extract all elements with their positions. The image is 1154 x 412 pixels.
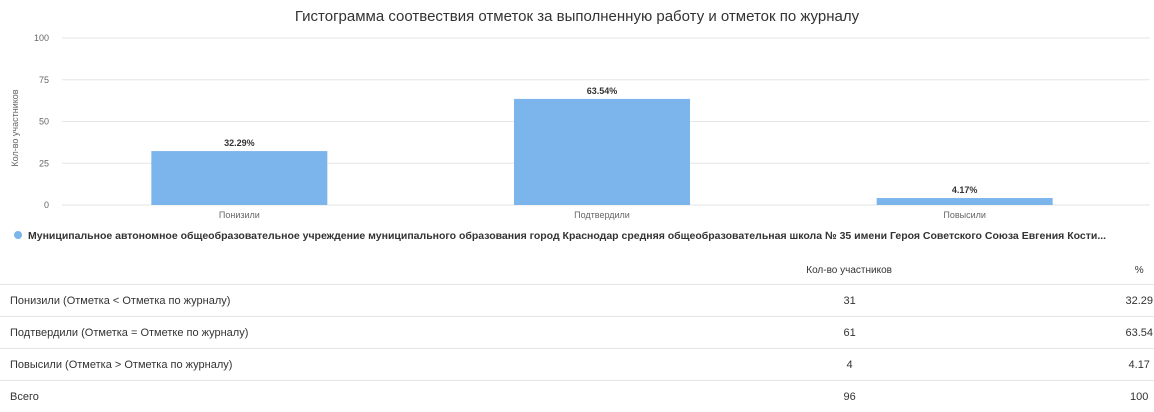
bar[interactable] — [514, 99, 690, 205]
summary-table: Кол-во участников % Понизили (Отметка < … — [0, 256, 1154, 412]
bars — [151, 99, 1052, 205]
header-count: Кол-во участников — [575, 256, 1125, 285]
row-count: 96 — [575, 381, 1125, 412]
legend[interactable]: Муниципальное автономное общеобразовател… — [14, 230, 1149, 246]
table-header-row: Кол-во участников % — [0, 256, 1154, 285]
y-axis-ticks: 0 25 50 75 100 — [34, 33, 49, 210]
row-label: Понизили (Отметка < Отметка по журналу) — [0, 285, 575, 317]
y-tick-label: 100 — [34, 33, 49, 43]
row-percent: 32.29 — [1124, 285, 1154, 317]
legend-series-name: Муниципальное автономное общеобразовател… — [28, 230, 1106, 242]
row-percent: 4.17 — [1124, 349, 1154, 381]
table-row: Повысили (Отметка > Отметка по журналу)4… — [0, 349, 1154, 381]
row-count: 4 — [575, 349, 1125, 381]
bar-chart: Кол-во участников 0 25 50 75 100 32.29% 63.54… — [0, 28, 1154, 228]
bar[interactable] — [151, 151, 327, 205]
row-label: Подтвердили (Отметка = Отметке по журнал… — [0, 317, 575, 349]
y-tick-label: 25 — [39, 158, 49, 168]
row-label: Повысили (Отметка > Отметка по журналу) — [0, 349, 575, 381]
row-count: 61 — [575, 317, 1125, 349]
x-tick-label: Понизили — [219, 210, 260, 220]
bar[interactable] — [877, 198, 1053, 205]
table-row: Подтвердили (Отметка = Отметке по журнал… — [0, 317, 1154, 349]
chart-title: Гистограмма соотвествия отметок за выпол… — [0, 8, 1154, 25]
x-tick-label: Повысили — [943, 210, 986, 220]
header-empty — [0, 256, 575, 285]
table-row: Понизили (Отметка < Отметка по журналу)3… — [0, 285, 1154, 317]
y-tick-label: 50 — [39, 117, 49, 127]
header-percent: % — [1124, 256, 1154, 285]
y-tick-label: 75 — [39, 75, 49, 85]
legend-marker-icon — [14, 231, 22, 239]
row-label: Всего — [0, 381, 575, 412]
bar-data-label: 63.54% — [587, 86, 618, 96]
bar-data-label: 32.29% — [224, 138, 255, 148]
x-tick-label: Подтвердили — [574, 210, 630, 220]
bar-data-label: 4.17% — [952, 185, 978, 195]
y-axis-label: Кол-во участников — [10, 89, 20, 166]
row-percent: 100 — [1124, 381, 1154, 412]
row-percent: 63.54 — [1124, 317, 1154, 349]
x-axis-ticks: Понизили Подтвердили Повысили — [219, 210, 986, 220]
y-tick-label: 0 — [44, 200, 49, 210]
row-count: 31 — [575, 285, 1125, 317]
